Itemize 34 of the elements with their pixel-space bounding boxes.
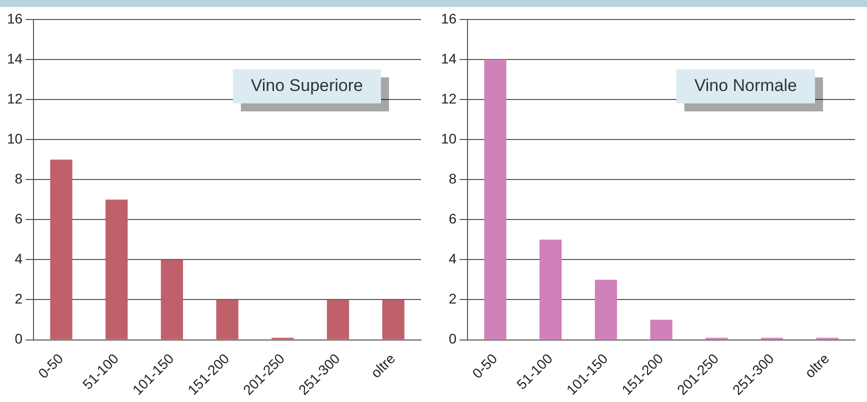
y-tick-label: 12 <box>440 90 457 106</box>
y-tick-label: 2 <box>14 290 23 307</box>
y-tick-label: 14 <box>6 50 23 66</box>
x-tick-label: oltre <box>368 350 398 381</box>
y-tick-label: 6 <box>448 210 457 227</box>
y-tick-label: 0 <box>448 330 457 347</box>
y-tick-label: 8 <box>448 170 457 186</box>
text: Vino Superiore <box>250 76 363 96</box>
y-tick-label: 2 <box>448 290 457 307</box>
y-tick-label: 6 <box>14 210 23 227</box>
bar <box>50 160 72 340</box>
bar <box>326 300 350 340</box>
bar <box>650 320 672 340</box>
y-tick-label: 14 <box>440 50 457 66</box>
y-tick-label: 0 <box>14 330 23 347</box>
bar <box>540 240 562 340</box>
y-tick-label: 10 <box>6 130 23 146</box>
bar <box>160 260 184 340</box>
x-tick-label: 0-50 <box>34 350 66 382</box>
y-tick-label: 4 <box>448 250 457 267</box>
y-tick-label: 8 <box>14 170 23 186</box>
bar <box>594 280 618 340</box>
y-tick-label: 16 <box>6 10 23 26</box>
bar <box>216 300 238 340</box>
bar <box>382 300 404 340</box>
y-tick-label: 16 <box>440 10 457 26</box>
y-tick-label: 10 <box>440 130 457 146</box>
x-tick-label: oltre <box>802 350 832 381</box>
x-tick-label: 0-50 <box>468 350 500 382</box>
bar <box>484 59 506 340</box>
y-tick-label: 4 <box>14 250 23 267</box>
text: Vino Normale <box>694 76 798 96</box>
y-tick-label: 12 <box>6 90 23 106</box>
bar <box>106 200 128 340</box>
